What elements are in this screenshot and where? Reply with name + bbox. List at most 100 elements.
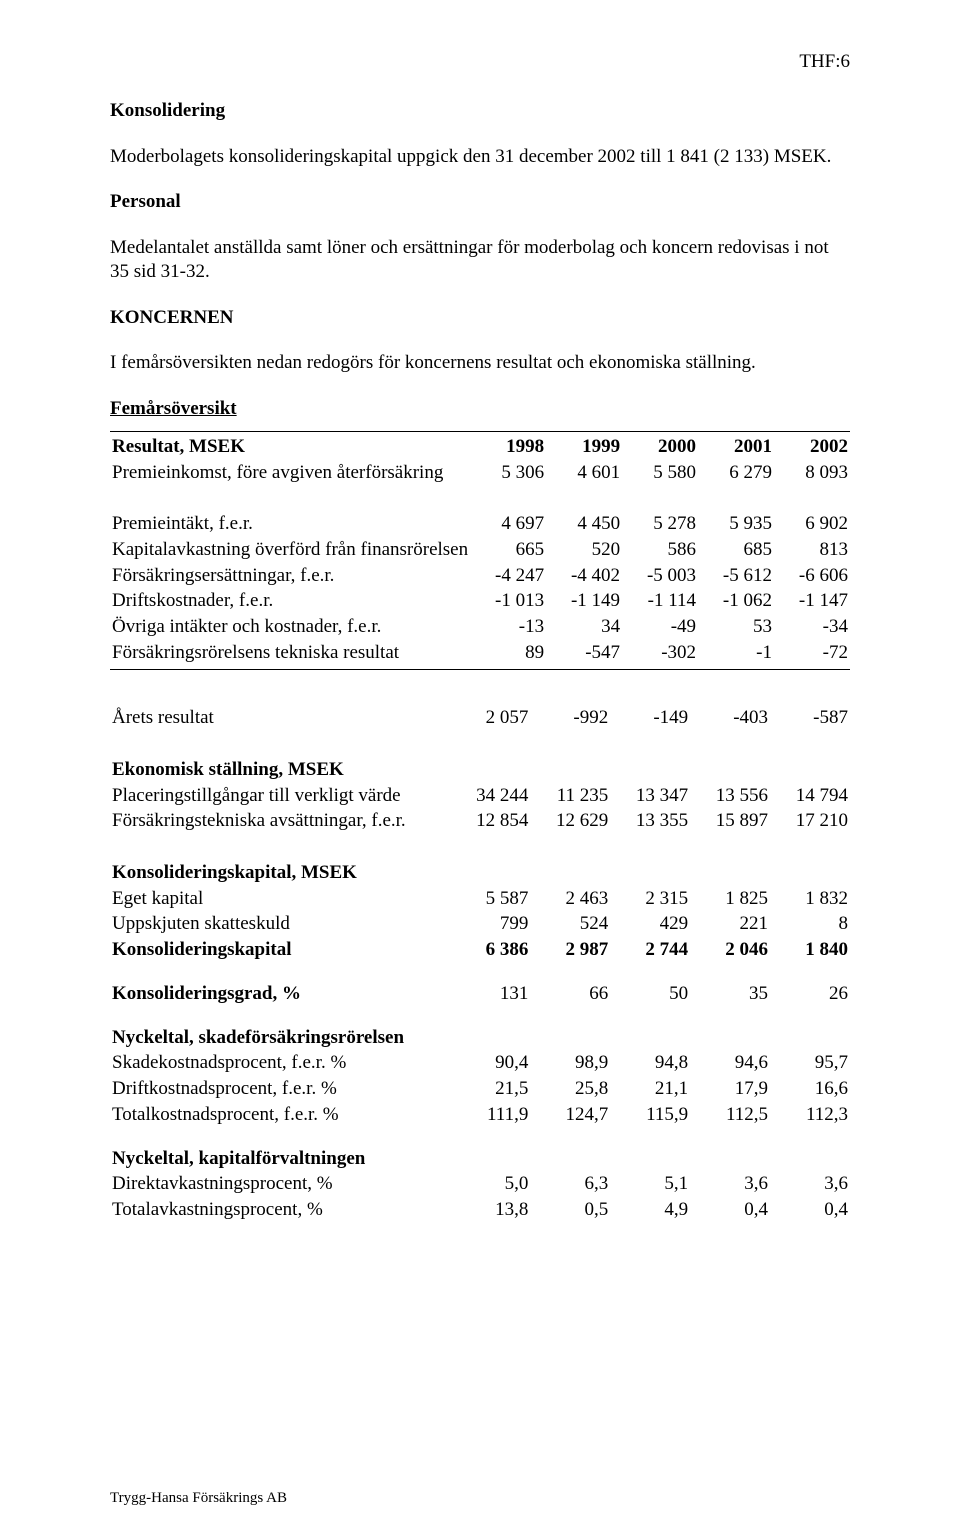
row-value: 524: [530, 911, 610, 937]
table-row: Kapitalavkastning överförd från finansrö…: [110, 537, 850, 563]
row-label: Totalavkastningsprocent, %: [110, 1197, 450, 1223]
row-value: 94,8: [610, 1050, 690, 1076]
row-value: -5 612: [698, 563, 774, 589]
document-page: THF:6 Konsolidering Moderbolagets konsol…: [0, 0, 960, 1538]
row-value: 112,5: [690, 1102, 770, 1128]
table-row: Skadekostnadsprocent, f.e.r. % 90,4 98,9…: [110, 1050, 850, 1076]
row-value: -1 114: [622, 588, 698, 614]
ekonomisk-header: Ekonomisk ställning, MSEK: [110, 757, 850, 783]
row-value: -547: [546, 640, 622, 666]
row-value: -587: [770, 705, 850, 731]
row-value: -4 402: [546, 563, 622, 589]
row-value: 665: [470, 537, 546, 563]
footer-company: Trygg-Hansa Försäkrings AB: [110, 1489, 287, 1508]
row-value: 14 794: [770, 783, 850, 809]
row-value: 8 093: [774, 460, 850, 486]
row-value: 0,4: [770, 1197, 850, 1223]
table-row: Eget kapital 5 587 2 463 2 315 1 825 1 8…: [110, 886, 850, 912]
row-value: 1 832: [770, 886, 850, 912]
row-value: 799: [450, 911, 530, 937]
nyckel1-header: Nyckeltal, skadeförsäkringsrörelsen: [110, 1025, 850, 1051]
table-row: Nyckeltal, kapitalförvaltningen: [110, 1146, 850, 1172]
row-value: 12 629: [530, 808, 610, 834]
row-value: -1 147: [774, 588, 850, 614]
row-value: 4 601: [546, 460, 622, 486]
row-value: -4 247: [470, 563, 546, 589]
row-value: -149: [610, 705, 690, 731]
row-value: 0,4: [690, 1197, 770, 1223]
row-value: 0,5: [530, 1197, 610, 1223]
row-value: 15 897: [690, 808, 770, 834]
row-value: -1 013: [470, 588, 546, 614]
table-row: Premieinkomst, före avgiven återförsäkri…: [110, 460, 850, 486]
row-value: 5 935: [698, 511, 774, 537]
row-value: 221: [690, 911, 770, 937]
row-label: Konsolideringsgrad, %: [110, 981, 450, 1007]
row-value: 685: [698, 537, 774, 563]
year-col: 2002: [774, 434, 850, 460]
row-value: 111,9: [450, 1102, 530, 1128]
year-col: 1999: [546, 434, 622, 460]
row-value: 5 580: [622, 460, 698, 486]
page-reference: THF:6: [110, 50, 850, 74]
table-row: Totalkostnadsprocent, f.e.r. % 111,9 124…: [110, 1102, 850, 1128]
row-value: 131: [450, 981, 530, 1007]
row-label: Driftkostnadsprocent, f.e.r. %: [110, 1076, 450, 1102]
financial-table: Årets resultat 2 057 -992 -149 -403 -587…: [110, 680, 850, 1223]
row-value: 4,9: [610, 1197, 690, 1223]
row-label: Placeringstillgångar till verkligt värde: [110, 783, 450, 809]
row-value: 98,9: [530, 1050, 610, 1076]
row-value: 35: [690, 981, 770, 1007]
table-row: Konsolideringskapital, MSEK: [110, 860, 850, 886]
row-value: 586: [622, 537, 698, 563]
table-rule: [110, 669, 850, 670]
row-value: 95,7: [770, 1050, 850, 1076]
table-row: Försäkringstekniska avsättningar, f.e.r.…: [110, 808, 850, 834]
row-value: 520: [546, 537, 622, 563]
para-personal: Medelantalet anställda samt löner och er…: [110, 236, 850, 284]
row-value: 50: [610, 981, 690, 1007]
row-value: 6,3: [530, 1171, 610, 1197]
nyckel2-header: Nyckeltal, kapitalförvaltningen: [110, 1146, 850, 1172]
table-row: Uppskjuten skatteskuld 799 524 429 221 8: [110, 911, 850, 937]
row-value: -1 149: [546, 588, 622, 614]
row-value: 5 587: [450, 886, 530, 912]
row-label: Totalkostnadsprocent, f.e.r. %: [110, 1102, 450, 1128]
row-value: 89: [470, 640, 546, 666]
section-title-personal: Personal: [110, 190, 850, 214]
section-title-femars: Femårsöversikt: [110, 397, 850, 421]
table-row: Konsolideringskapital 6 386 2 987 2 744 …: [110, 937, 850, 963]
table-row: Direktavkastningsprocent, % 5,0 6,3 5,1 …: [110, 1171, 850, 1197]
row-label: Skadekostnadsprocent, f.e.r. %: [110, 1050, 450, 1076]
row-value: 13 355: [610, 808, 690, 834]
year-col: 2000: [622, 434, 698, 460]
row-value: 4 697: [470, 511, 546, 537]
row-value: -403: [690, 705, 770, 731]
row-value: 13 556: [690, 783, 770, 809]
row-value: 5,1: [610, 1171, 690, 1197]
row-value: 2 744: [610, 937, 690, 963]
para-koncernen: I femårsöversikten nedan redogörs för ko…: [110, 351, 850, 375]
konsol-header: Konsolideringskapital, MSEK: [110, 860, 850, 886]
row-value: 2 046: [690, 937, 770, 963]
resultat-header: Resultat, MSEK: [110, 434, 470, 460]
table-top-rule: [110, 431, 850, 432]
row-value: 3,6: [770, 1171, 850, 1197]
table-row: Placeringstillgångar till verkligt värde…: [110, 783, 850, 809]
row-value: 25,8: [530, 1076, 610, 1102]
row-value: 21,1: [610, 1076, 690, 1102]
row-value: 26: [770, 981, 850, 1007]
year-col: 2001: [698, 434, 774, 460]
year-col: 1998: [470, 434, 546, 460]
row-value: 112,3: [770, 1102, 850, 1128]
row-value: 2 987: [530, 937, 610, 963]
row-value: 6 386: [450, 937, 530, 963]
row-value: 1 825: [690, 886, 770, 912]
row-value: 13 347: [610, 783, 690, 809]
row-label: Årets resultat: [110, 705, 450, 731]
row-value: 429: [610, 911, 690, 937]
row-value: -302: [622, 640, 698, 666]
row-value: 3,6: [690, 1171, 770, 1197]
row-value: 11 235: [530, 783, 610, 809]
table-row: Resultat, MSEK 1998 1999 2000 2001 2002: [110, 434, 850, 460]
